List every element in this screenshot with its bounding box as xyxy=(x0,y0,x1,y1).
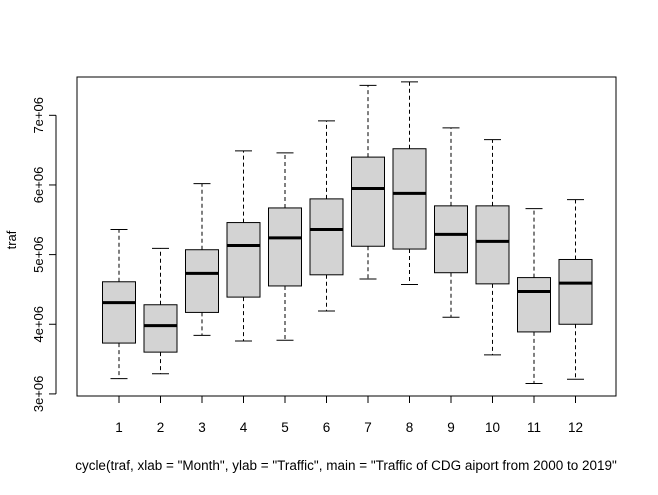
box-iqr xyxy=(558,258,593,325)
x-tick-label: 6 xyxy=(323,420,331,435)
box-iqr xyxy=(143,304,178,353)
y-tick-label: 3e+06 xyxy=(31,376,46,413)
box-iqr xyxy=(309,198,344,276)
x-axis: 1 2 3 4 5 6 7 8 9 10 11 12 xyxy=(115,395,583,435)
box-month-2 xyxy=(143,247,178,375)
x-tick-label: 12 xyxy=(568,420,583,435)
x-tick-label: 11 xyxy=(527,420,541,435)
box-month-11 xyxy=(517,208,551,384)
x-axis-label: cycle(traf, xlab = "Month", ylab = "Traf… xyxy=(75,458,617,473)
y-tick-label: 6e+06 xyxy=(31,167,46,204)
box-month-9 xyxy=(434,127,468,318)
box-iqr xyxy=(434,205,468,274)
box-month-5 xyxy=(268,152,302,341)
box-iqr xyxy=(102,281,136,344)
y-tick-label: 4e+06 xyxy=(31,306,46,343)
box-iqr xyxy=(351,156,385,247)
x-tick-label: 1 xyxy=(115,420,123,435)
box-iqr xyxy=(517,277,551,333)
x-tick-label: 8 xyxy=(406,420,414,435)
box-month-3 xyxy=(185,183,219,336)
y-tick-label: 7e+06 xyxy=(31,97,46,134)
x-tick-label: 10 xyxy=(485,420,500,435)
x-tick-label: 4 xyxy=(240,420,248,435)
y-axis-label: traf xyxy=(4,230,19,249)
box-group xyxy=(102,81,593,384)
box-iqr xyxy=(268,207,302,287)
y-tick-label: 5e+06 xyxy=(31,236,46,273)
box-iqr xyxy=(392,148,427,250)
x-tick-label: 5 xyxy=(281,420,289,435)
box-month-6 xyxy=(309,120,344,312)
box-iqr xyxy=(185,249,219,313)
box-month-7 xyxy=(351,84,385,280)
box-month-10 xyxy=(475,139,510,356)
x-tick-label: 7 xyxy=(364,420,372,435)
box-month-8 xyxy=(392,81,427,286)
box-iqr xyxy=(226,222,261,298)
y-axis: 3e+06 4e+06 5e+06 6e+06 7e+06 xyxy=(31,97,57,413)
box-iqr xyxy=(475,205,510,285)
x-tick-label: 2 xyxy=(157,420,165,435)
box-month-1 xyxy=(102,229,136,380)
x-tick-label: 3 xyxy=(198,420,206,435)
box-month-12 xyxy=(558,199,593,380)
x-tick-label: 9 xyxy=(447,420,455,435)
box-month-4 xyxy=(226,150,261,342)
